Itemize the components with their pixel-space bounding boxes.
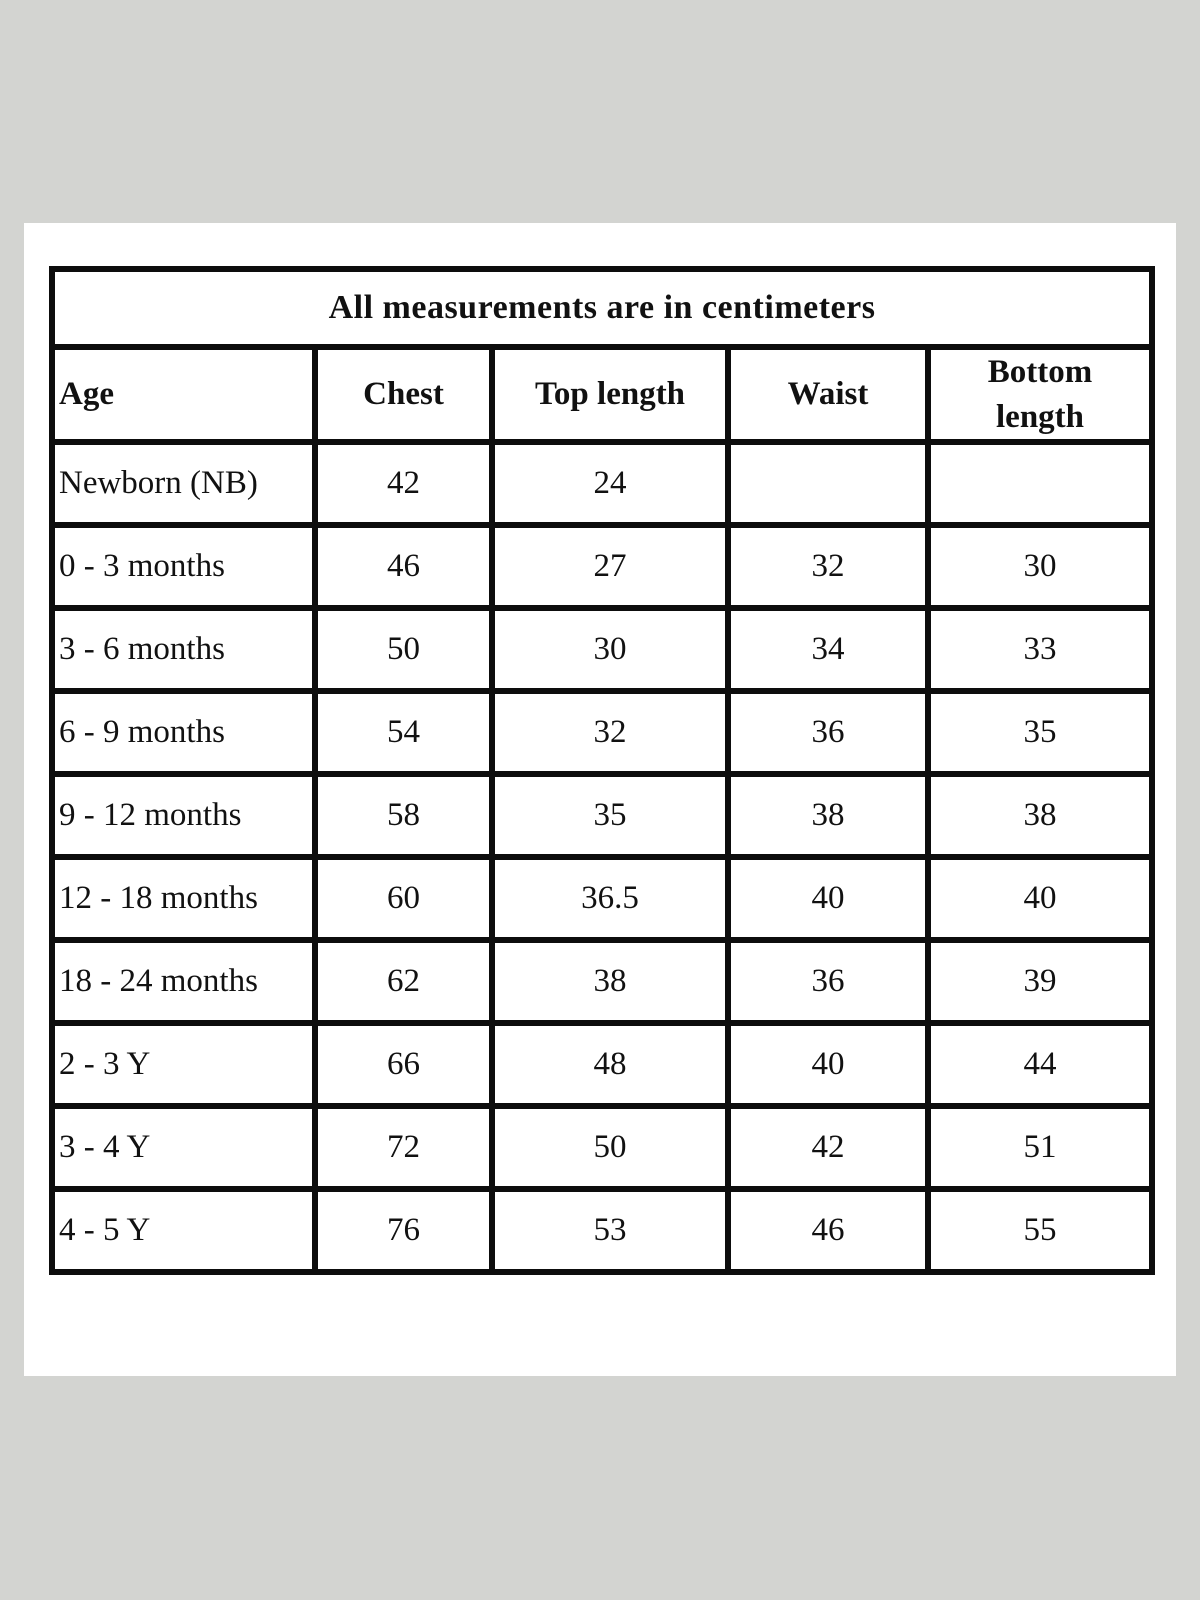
age-cell: 2 - 3 Y <box>49 1020 318 1110</box>
size-chart-card: All measurements are in centimeters Age … <box>24 223 1176 1376</box>
measurement-cell: 46 <box>725 1186 931 1276</box>
measurement-cell: 30 <box>489 605 731 695</box>
measurement-cell: 48 <box>489 1020 731 1110</box>
measurement-cell: 35 <box>489 771 731 861</box>
measurement-cell: 55 <box>924 1186 1156 1276</box>
measurement-cell: 36 <box>725 688 931 778</box>
measurement-cell: 50 <box>312 605 495 695</box>
measurement-cell: 58 <box>312 771 495 861</box>
age-cell: Newborn (NB) <box>49 439 318 529</box>
measurement-cell: 60 <box>312 854 495 944</box>
measurement-cell: 51 <box>924 1103 1156 1193</box>
measurement-cell: 39 <box>924 937 1156 1027</box>
column-header-top-length: Top length <box>489 343 731 446</box>
measurement-cell: 42 <box>312 439 495 529</box>
table-row: 3 - 4 Y 72 50 42 51 <box>49 1103 1156 1193</box>
measurement-cell: 24 <box>489 439 731 529</box>
measurement-cell: 76 <box>312 1186 495 1276</box>
measurement-cell: 46 <box>312 522 495 612</box>
measurement-cell: 42 <box>725 1103 931 1193</box>
measurement-cell <box>924 439 1156 529</box>
table-row: 12 - 18 months 60 36.5 40 40 <box>49 854 1156 944</box>
measurement-cell: 62 <box>312 937 495 1027</box>
table-title: All measurements are in centimeters <box>48 266 1156 350</box>
measurement-cell: 44 <box>924 1020 1156 1110</box>
measurement-cell: 35 <box>924 688 1156 778</box>
measurement-cell: 72 <box>312 1103 495 1193</box>
table-row: 0 - 3 months 46 27 32 30 <box>49 522 1156 612</box>
table-row: 4 - 5 Y 76 53 46 55 <box>49 1186 1156 1276</box>
table-row: 18 - 24 months 62 38 36 39 <box>49 937 1156 1027</box>
age-cell: 6 - 9 months <box>49 688 318 778</box>
age-cell: 18 - 24 months <box>49 937 318 1027</box>
size-chart-table: All measurements are in centimeters Age … <box>48 266 1156 1276</box>
table-row: 9 - 12 months 58 35 38 38 <box>49 771 1156 861</box>
measurement-cell: 40 <box>725 854 931 944</box>
measurement-cell: 54 <box>312 688 495 778</box>
measurement-cell: 40 <box>924 854 1156 944</box>
measurement-cell: 38 <box>725 771 931 861</box>
measurement-cell: 36.5 <box>489 854 731 944</box>
measurement-cell: 34 <box>725 605 931 695</box>
measurement-cell: 50 <box>489 1103 731 1193</box>
measurement-cell: 66 <box>312 1020 495 1110</box>
age-cell: 3 - 6 months <box>49 605 318 695</box>
table-row: Newborn (NB) 42 24 <box>49 439 1156 529</box>
age-cell: 9 - 12 months <box>49 771 318 861</box>
measurement-cell: 32 <box>725 522 931 612</box>
table-row: 6 - 9 months 54 32 36 35 <box>49 688 1156 778</box>
table-row: 2 - 3 Y 66 48 40 44 <box>49 1020 1156 1110</box>
column-header-waist: Waist <box>725 343 931 446</box>
measurement-cell: 33 <box>924 605 1156 695</box>
measurement-cell: 38 <box>489 937 731 1027</box>
measurement-cell: 36 <box>725 937 931 1027</box>
column-header-age: Age <box>49 343 318 446</box>
table-title-row: All measurements are in centimeters <box>48 266 1156 350</box>
column-header-chest: Chest <box>312 343 495 446</box>
table-row: 3 - 6 months 50 30 34 33 <box>49 605 1156 695</box>
table-header-row: Age Chest Top length Waist Bottom length <box>49 343 1156 446</box>
measurement-cell <box>725 439 931 529</box>
age-cell: 12 - 18 months <box>49 854 318 944</box>
measurement-cell: 32 <box>489 688 731 778</box>
age-cell: 3 - 4 Y <box>49 1103 318 1193</box>
age-cell: 4 - 5 Y <box>49 1186 318 1276</box>
measurement-cell: 27 <box>489 522 731 612</box>
measurement-cell: 40 <box>725 1020 931 1110</box>
age-cell: 0 - 3 months <box>49 522 318 612</box>
measurement-cell: 53 <box>489 1186 731 1276</box>
column-header-bottom-length: Bottom length <box>924 343 1156 446</box>
measurement-cell: 30 <box>924 522 1156 612</box>
measurement-cell: 38 <box>924 771 1156 861</box>
